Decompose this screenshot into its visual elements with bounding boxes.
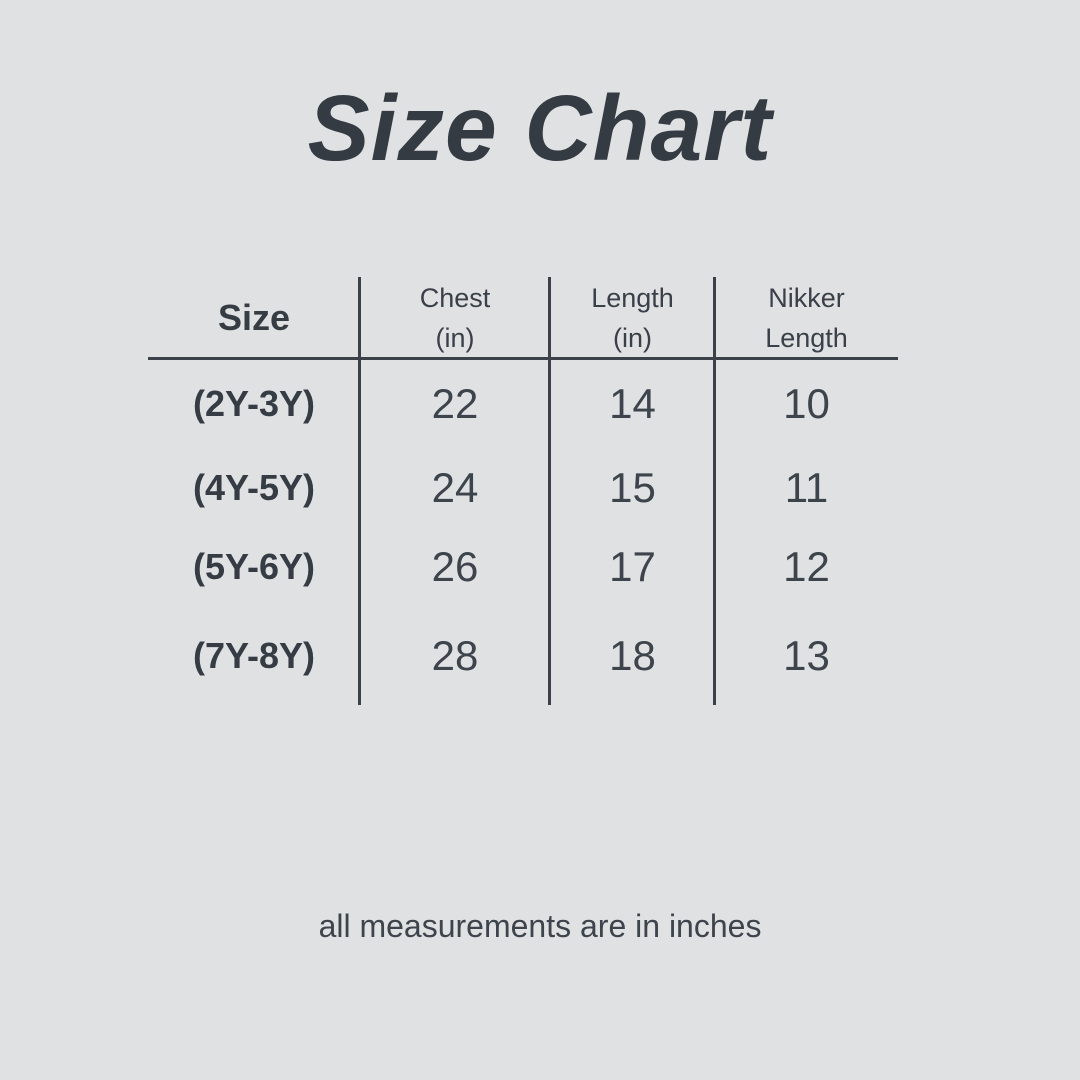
table-cell-chest: 22 — [360, 359, 550, 449]
table-cell-length: 15 — [550, 449, 715, 527]
table-cell-nikker-length: 13 — [715, 607, 898, 705]
table-cell-chest: 24 — [360, 449, 550, 527]
size-label: (5Y-6Y) — [192, 546, 316, 587]
nikker-length-value: 12 — [783, 543, 830, 590]
nikker-length-value: 11 — [784, 464, 829, 511]
length-value: 17 — [609, 543, 656, 590]
table-cell-length: 17 — [550, 527, 715, 607]
table-row-size-label: (2Y-3Y) — [148, 359, 360, 449]
nikker-length-value: 10 — [783, 380, 830, 427]
column-header-label: Length — [591, 283, 674, 313]
size-label: (7Y-8Y) — [192, 635, 316, 676]
table-grid: Size Chest (in) Length (in) Nikker Lengt… — [148, 277, 898, 705]
chest-value: 22 — [431, 380, 479, 427]
table-cell-nikker-length: 10 — [715, 359, 898, 449]
column-header-nikker-length: Nikker Length — [715, 277, 898, 359]
table-cell-length: 18 — [550, 607, 715, 705]
table-cell-chest: 26 — [360, 527, 550, 607]
size-label: (4Y-5Y) — [192, 467, 316, 508]
column-divider-3 — [713, 277, 716, 705]
chest-value: 28 — [431, 632, 479, 679]
table-row-size-label: (4Y-5Y) — [148, 449, 360, 527]
header-divider — [148, 357, 898, 360]
column-header-chest: Chest (in) — [360, 277, 550, 359]
chest-value: 24 — [431, 464, 479, 511]
column-divider-1 — [358, 277, 361, 705]
length-value: 14 — [609, 380, 656, 427]
column-header-label: Nikker — [768, 283, 845, 313]
table-row-size-label: (7Y-8Y) — [148, 607, 360, 705]
chest-value: 26 — [431, 543, 479, 590]
length-value: 18 — [609, 632, 656, 679]
column-header-label: Size — [217, 297, 291, 338]
column-divider-2 — [548, 277, 551, 705]
table-cell-nikker-length: 11 — [715, 449, 898, 527]
size-label: (2Y-3Y) — [192, 383, 316, 424]
table-cell-nikker-length: 12 — [715, 527, 898, 607]
length-value: 15 — [609, 464, 656, 511]
column-header-size: Size — [148, 277, 360, 359]
column-header-unit: (in) — [613, 323, 652, 353]
column-header-length: Length (in) — [550, 277, 715, 359]
table-row-size-label: (5Y-6Y) — [148, 527, 360, 607]
column-header-unit: (in) — [435, 323, 475, 353]
column-header-label: Chest — [419, 283, 491, 313]
page-title: Size Chart — [307, 76, 773, 180]
table-cell-length: 14 — [550, 359, 715, 449]
table-cell-chest: 28 — [360, 607, 550, 705]
size-table: Size Chest (in) Length (in) Nikker Lengt… — [148, 277, 898, 705]
nikker-length-value: 13 — [783, 632, 830, 679]
measurements-footnote: all measurements are in inches — [318, 908, 762, 944]
column-header-label: Length — [765, 323, 848, 353]
